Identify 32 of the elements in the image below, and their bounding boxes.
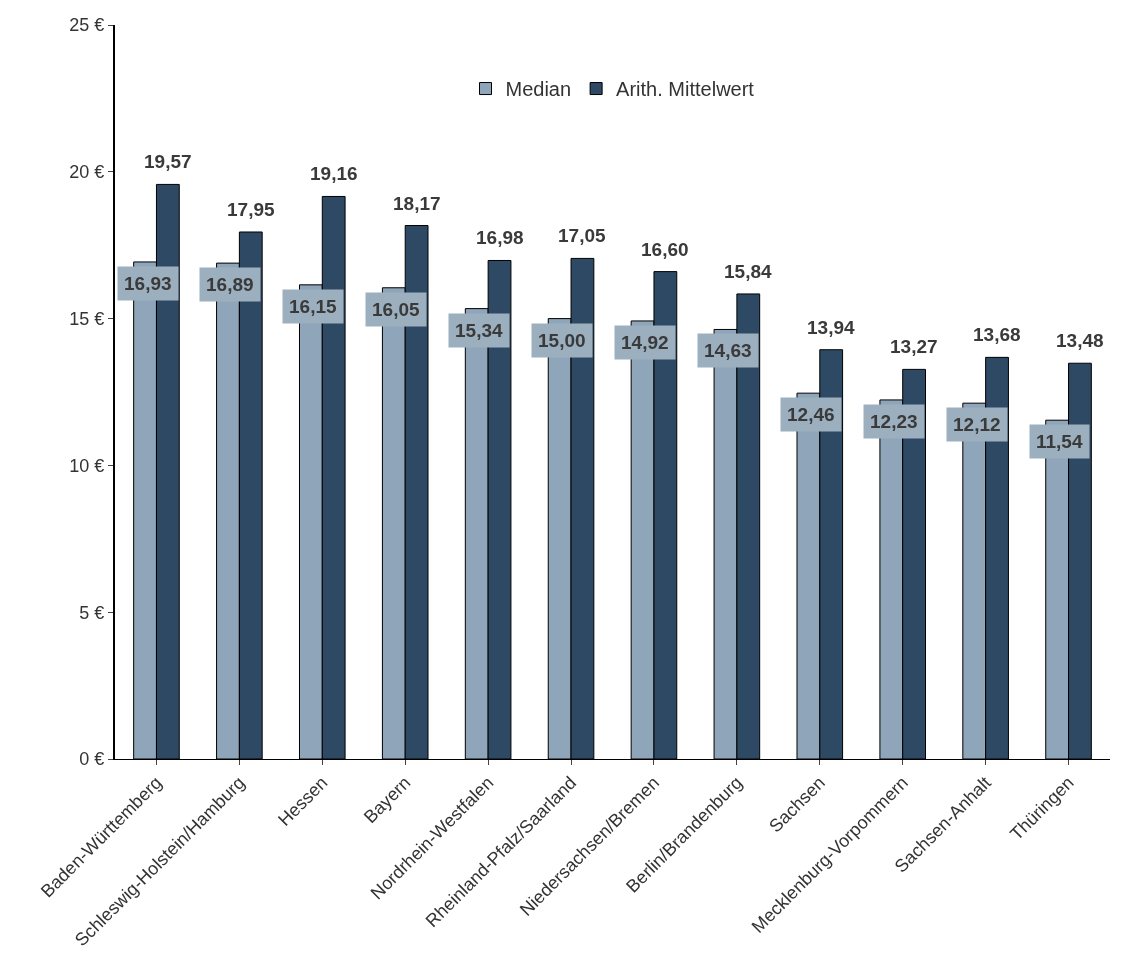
data-label: 19,16	[310, 163, 358, 184]
data-label: 12,23	[870, 411, 918, 432]
data-label: 15,84	[724, 261, 772, 282]
y-tick-label: 0 €	[79, 749, 105, 770]
data-label: 16,15	[289, 296, 337, 317]
data-label: 14,92	[621, 332, 669, 353]
data-label: 14,63	[704, 340, 752, 361]
data-label: 16,89	[206, 274, 254, 295]
data-label: 11,54	[1036, 431, 1083, 452]
data-label: 16,60	[641, 239, 689, 260]
data-label: 15,34	[455, 320, 503, 341]
data-label: 12,12	[953, 414, 1001, 435]
legend-label: Median	[505, 78, 572, 101]
data-label: 17,95	[227, 199, 275, 220]
y-tick-label: 5 €	[79, 602, 105, 623]
data-label: 16,93	[124, 273, 172, 294]
data-label: 18,17	[393, 193, 441, 214]
legend-label: Arith. Mittelwert	[616, 78, 755, 101]
y-tick-label: 10 €	[69, 455, 105, 476]
data-label: 13,94	[807, 317, 855, 338]
data-label: 13,68	[973, 324, 1021, 345]
data-label: 12,46	[787, 404, 835, 425]
data-label: 17,05	[558, 225, 606, 246]
data-label: 16,98	[476, 227, 524, 248]
data-label: 15,00	[538, 330, 586, 351]
data-label: 19,57	[144, 151, 192, 172]
y-tick-label: 20 €	[69, 162, 105, 183]
data-label: 13,27	[890, 336, 938, 357]
data-label: 16,05	[372, 299, 420, 320]
y-tick-label: 25 €	[69, 15, 105, 36]
data-label: 13,48	[1056, 330, 1104, 351]
y-tick-label: 15 €	[69, 308, 105, 329]
